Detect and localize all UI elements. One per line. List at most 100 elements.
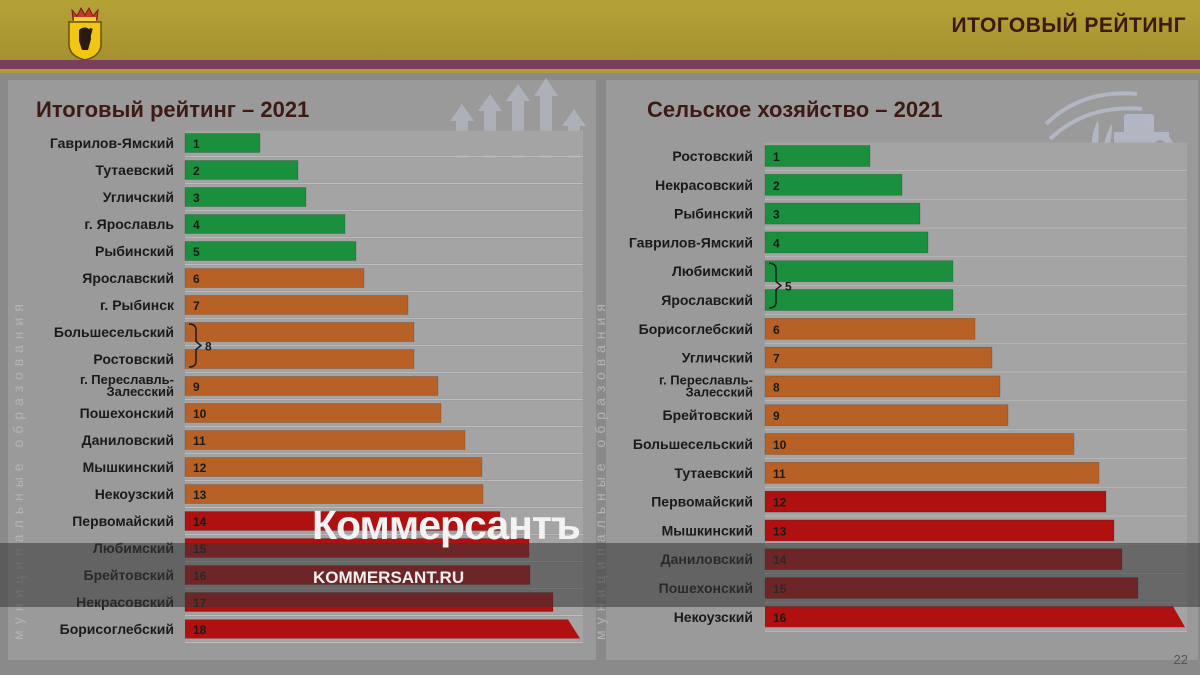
rank-label: 11 xyxy=(773,467,786,481)
bar xyxy=(764,346,993,369)
category-label: Гаврилов-Ямский xyxy=(629,234,753,250)
bar xyxy=(764,375,1001,398)
category-label: г. Переславль-Залесский xyxy=(80,372,174,399)
bar xyxy=(764,519,1115,542)
category-label: Любимский xyxy=(672,263,753,279)
bar xyxy=(764,260,954,282)
bar xyxy=(764,231,929,254)
bar xyxy=(184,187,307,207)
category-label: Тутаевский xyxy=(95,162,174,178)
bar xyxy=(184,160,299,180)
bar xyxy=(184,511,501,531)
bar xyxy=(765,606,1185,628)
category-label: Угличский xyxy=(103,189,174,205)
bar xyxy=(764,433,1075,455)
category-label: Борисоглебский xyxy=(639,321,753,337)
category-label: г. Ярославль xyxy=(84,216,174,232)
bar xyxy=(184,484,484,504)
bar xyxy=(184,268,365,288)
category-label: Рыбинский xyxy=(674,206,753,222)
category-label: Некоузский xyxy=(674,609,753,625)
rank-label: 9 xyxy=(193,380,200,394)
category-label: Гаврилов-Ямский xyxy=(50,135,174,151)
bar xyxy=(764,202,921,225)
rank-label: 6 xyxy=(193,272,200,286)
watermark-band xyxy=(0,543,1200,607)
bar xyxy=(764,145,871,167)
category-label: Мышкинский xyxy=(662,522,753,538)
category-label: Угличский xyxy=(682,350,753,366)
category-label: Пошехонский xyxy=(80,405,174,421)
rank-label: 10 xyxy=(193,407,207,421)
rank-label: 1 xyxy=(193,137,200,151)
header-bar xyxy=(0,0,1200,60)
page-number: 22 xyxy=(1173,652,1188,667)
rank-label: 2 xyxy=(193,164,200,178)
bar xyxy=(184,403,442,423)
shared-rank-label: 8 xyxy=(205,340,212,354)
rank-label: 14 xyxy=(193,515,207,529)
category-label: Первомайский xyxy=(72,513,174,529)
bar xyxy=(764,173,903,196)
category-label: Ярославский xyxy=(82,270,174,286)
watermark-logo: Коммерсантъ xyxy=(312,502,581,548)
bar xyxy=(184,133,261,153)
category-label: Большесельский xyxy=(54,324,174,340)
category-label: Борисоглебский xyxy=(60,621,174,637)
category-label: Некоузский xyxy=(95,486,174,502)
bar xyxy=(184,376,439,396)
bar xyxy=(185,619,580,639)
coat-of-arms-icon xyxy=(68,6,102,60)
bar xyxy=(184,295,409,315)
rank-label: 13 xyxy=(193,488,207,502)
category-label: Большесельский xyxy=(633,436,753,452)
rank-label: 4 xyxy=(773,236,780,250)
category-label: Мышкинский xyxy=(83,459,174,475)
rank-label: 11 xyxy=(193,434,206,448)
header-stripe-gold xyxy=(0,69,1200,73)
category-label: Брейтовский xyxy=(663,407,754,423)
bar xyxy=(184,457,483,477)
rank-label: 6 xyxy=(773,323,780,337)
chart-title-overall: Итоговый рейтинг – 2021 xyxy=(36,97,310,122)
bar xyxy=(764,289,954,311)
rank-label: 7 xyxy=(193,299,200,313)
rank-label: 3 xyxy=(193,191,200,205)
rank-label: 8 xyxy=(773,380,780,394)
rank-label: 13 xyxy=(773,524,787,538)
watermark-url: KOMMERSANT.RU xyxy=(313,568,465,587)
category-label: Первомайский xyxy=(651,494,753,510)
shared-rank-bracket xyxy=(188,323,203,368)
header-title: ИТОГОВЫЙ РЕЙТИНГ xyxy=(951,14,1186,37)
category-label: Ростовский xyxy=(672,148,753,164)
rank-label: 18 xyxy=(193,623,207,637)
shared-rank-label: 5 xyxy=(785,280,792,294)
category-label: г. Рыбинск xyxy=(100,297,175,313)
rank-label: 12 xyxy=(773,496,787,510)
bar xyxy=(764,318,976,340)
category-label: Даниловский xyxy=(82,432,174,448)
category-label: Рыбинский xyxy=(95,243,174,259)
bar xyxy=(184,322,415,342)
bar xyxy=(764,461,1100,484)
bar xyxy=(184,214,346,234)
rank-label: 4 xyxy=(193,218,200,232)
rank-label: 10 xyxy=(773,438,787,452)
bar xyxy=(184,349,415,369)
rank-label: 9 xyxy=(773,409,780,423)
rank-label: 1 xyxy=(773,150,780,164)
rank-label: 5 xyxy=(193,245,200,259)
bar xyxy=(764,490,1107,513)
rank-label: 3 xyxy=(773,208,780,222)
shared-rank-bracket xyxy=(768,262,783,309)
rank-label: 16 xyxy=(773,611,787,625)
bar xyxy=(184,241,357,261)
bar xyxy=(184,430,466,450)
category-label: Ростовский xyxy=(93,351,174,367)
rank-label: 12 xyxy=(193,461,207,475)
chart-title-agriculture: Сельское хозяйство – 2021 xyxy=(647,97,943,122)
rank-label: 2 xyxy=(773,179,780,193)
rank-label: 7 xyxy=(773,352,780,366)
category-label: г. Переславль-Залесский xyxy=(659,372,753,399)
bar xyxy=(764,404,1009,427)
